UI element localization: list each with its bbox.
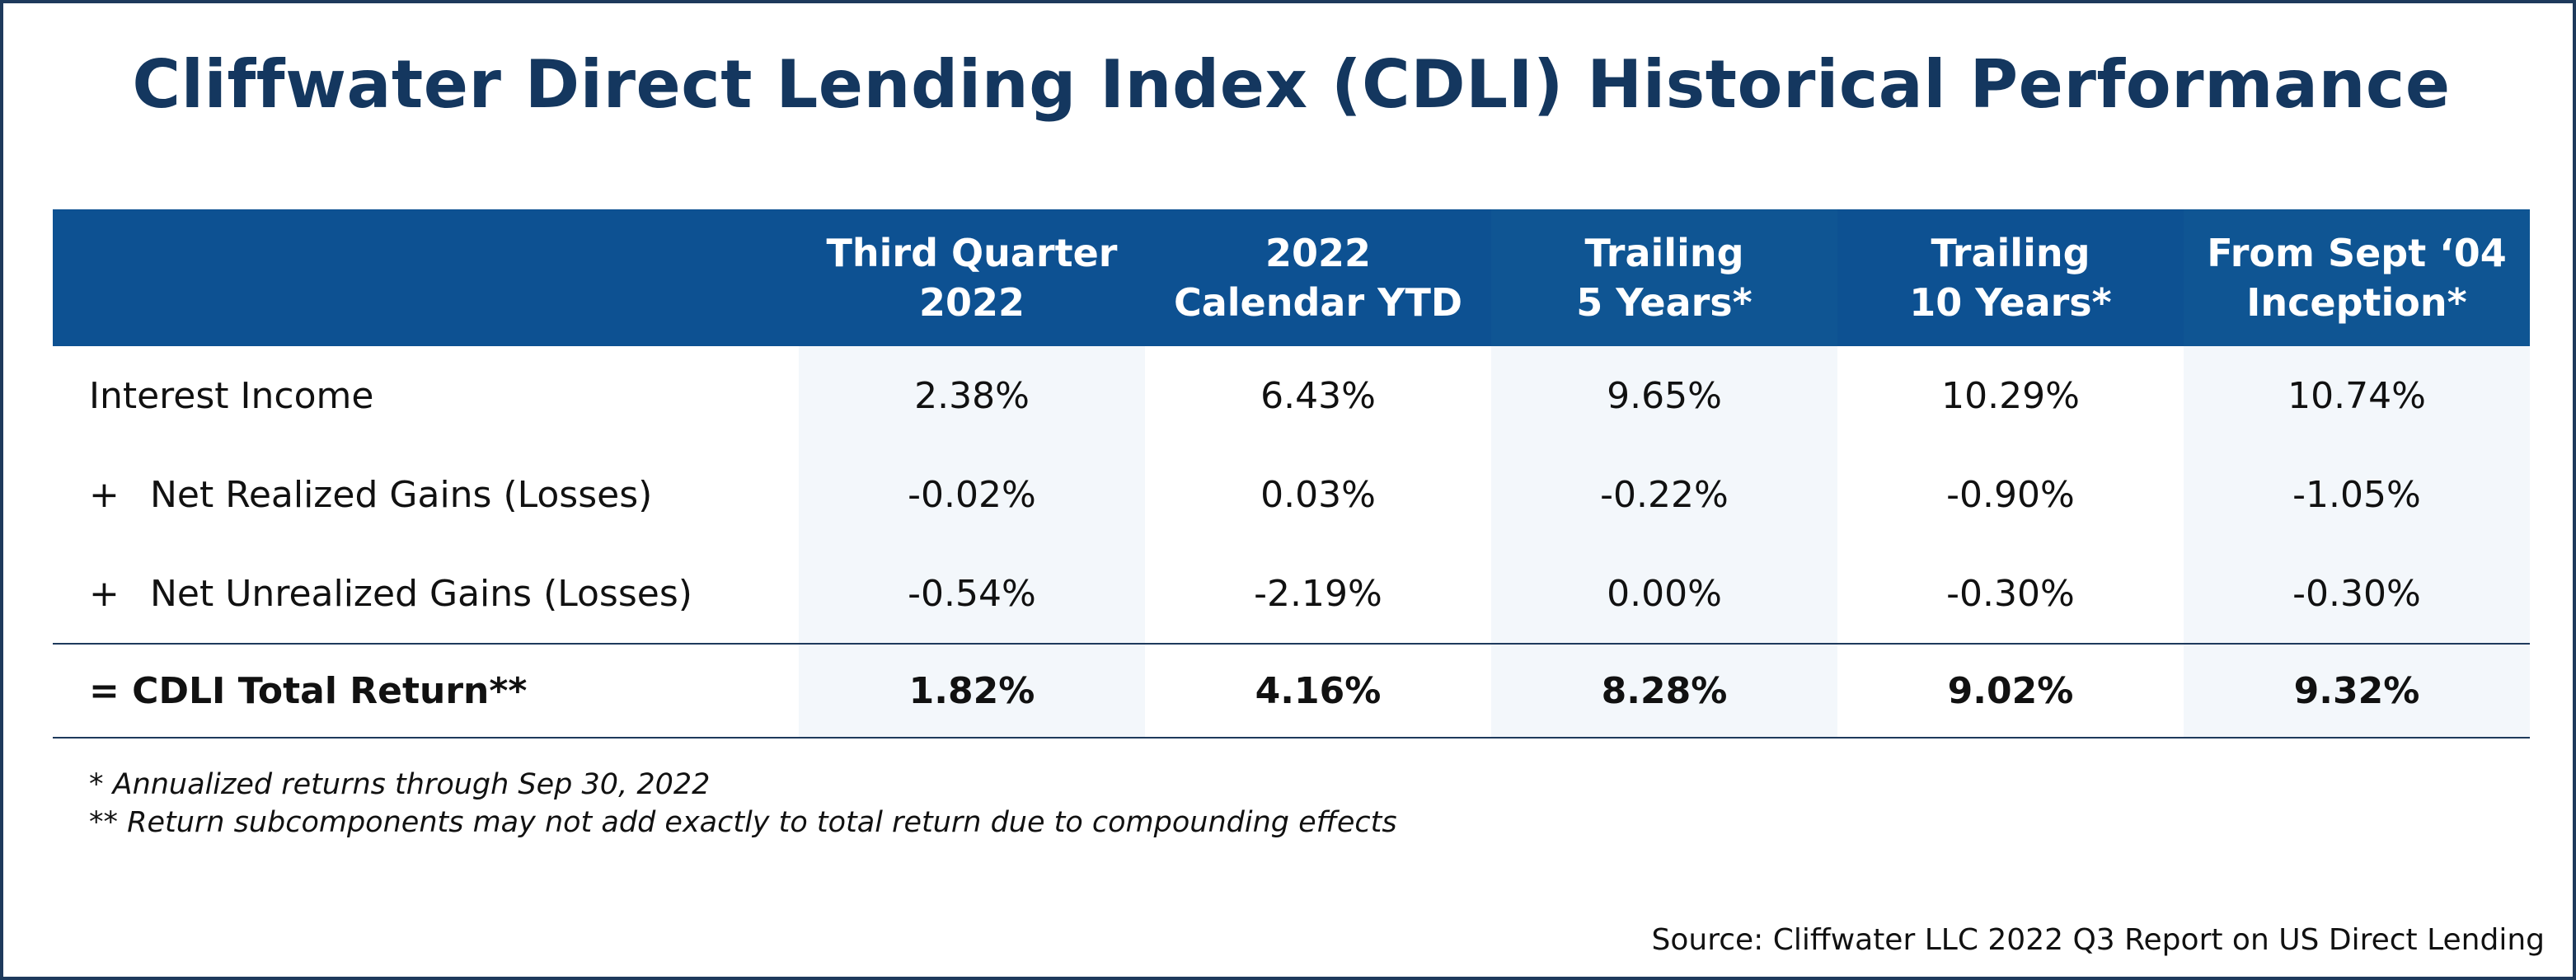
table-cell: 0.03%	[1145, 445, 1491, 544]
table-cell: 6.43%	[1145, 346, 1491, 445]
table-row-unrealized-gains: + Net Unrealized Gains (Losses) -0.54% -2…	[53, 544, 2530, 644]
plus-sign: +	[89, 473, 120, 516]
table-row-interest-income: Interest Income 2.38% 6.43% 9.65% 10.29%…	[53, 346, 2530, 445]
table-cell: 9.65%	[1491, 346, 1837, 445]
header-third-quarter: Third Quarter 2022	[799, 209, 1145, 346]
table-cell: -0.30%	[1837, 544, 2184, 644]
performance-table: Third Quarter 2022 2022 Calendar YTD Trail…	[53, 209, 2530, 739]
header-inception: From Sept ‘04 Inception*	[2184, 209, 2530, 346]
table-cell: -0.54%	[799, 544, 1145, 644]
table-cell: 10.74%	[2184, 346, 2530, 445]
header-calendar-ytd: 2022 Calendar YTD	[1145, 209, 1491, 346]
plus-sign: +	[89, 572, 120, 615]
total-cell: 4.16%	[1145, 643, 1491, 739]
total-cell: 9.32%	[2184, 643, 2530, 739]
table-cell: 2.38%	[799, 346, 1145, 445]
table-cell: -0.90%	[1837, 445, 2184, 544]
total-cell: 9.02%	[1837, 643, 2184, 739]
header-trailing-5: Trailing 5 Years*	[1491, 209, 1837, 346]
table-cell: -0.30%	[2184, 544, 2530, 644]
row-label: + Net Unrealized Gains (Losses)	[53, 544, 799, 644]
table-cell: 10.29%	[1837, 346, 2184, 445]
source-note: Source: Cliffwater LLC 2022 Q3 Report on…	[1651, 923, 2545, 957]
table-cell: -2.19%	[1145, 544, 1491, 644]
page-title: Cliffwater Direct Lending Index (CDLI) H…	[132, 46, 2451, 123]
footnote-annualized: * Annualized returns through Sep 30, 202…	[89, 768, 711, 801]
table-cell: -0.22%	[1491, 445, 1837, 544]
total-label: = CDLI Total Return**	[53, 643, 799, 739]
header-blank	[53, 209, 799, 346]
total-cell: 8.28%	[1491, 643, 1837, 739]
table-row-total-return: = CDLI Total Return** 1.82% 4.16% 8.28% …	[53, 643, 2530, 739]
total-cell: 1.82%	[799, 643, 1145, 739]
table-row-realized-gains: + Net Realized Gains (Losses) -0.02% 0.03…	[53, 445, 2530, 544]
header-row: Third Quarter 2022 2022 Calendar YTD Trail…	[53, 209, 2530, 346]
table-cell: -0.02%	[799, 445, 1145, 544]
footnote-compounding: ** Return subcomponents may not add exac…	[89, 806, 1397, 839]
table-cell: 0.00%	[1491, 544, 1837, 644]
row-label: + Net Realized Gains (Losses)	[53, 445, 799, 544]
table-cell: -1.05%	[2184, 445, 2530, 544]
header-trailing-10: Trailing 10 Years*	[1837, 209, 2184, 346]
footnotes: * Annualized returns through Sep 30, 202…	[89, 766, 1397, 842]
row-label: Interest Income	[53, 346, 799, 445]
